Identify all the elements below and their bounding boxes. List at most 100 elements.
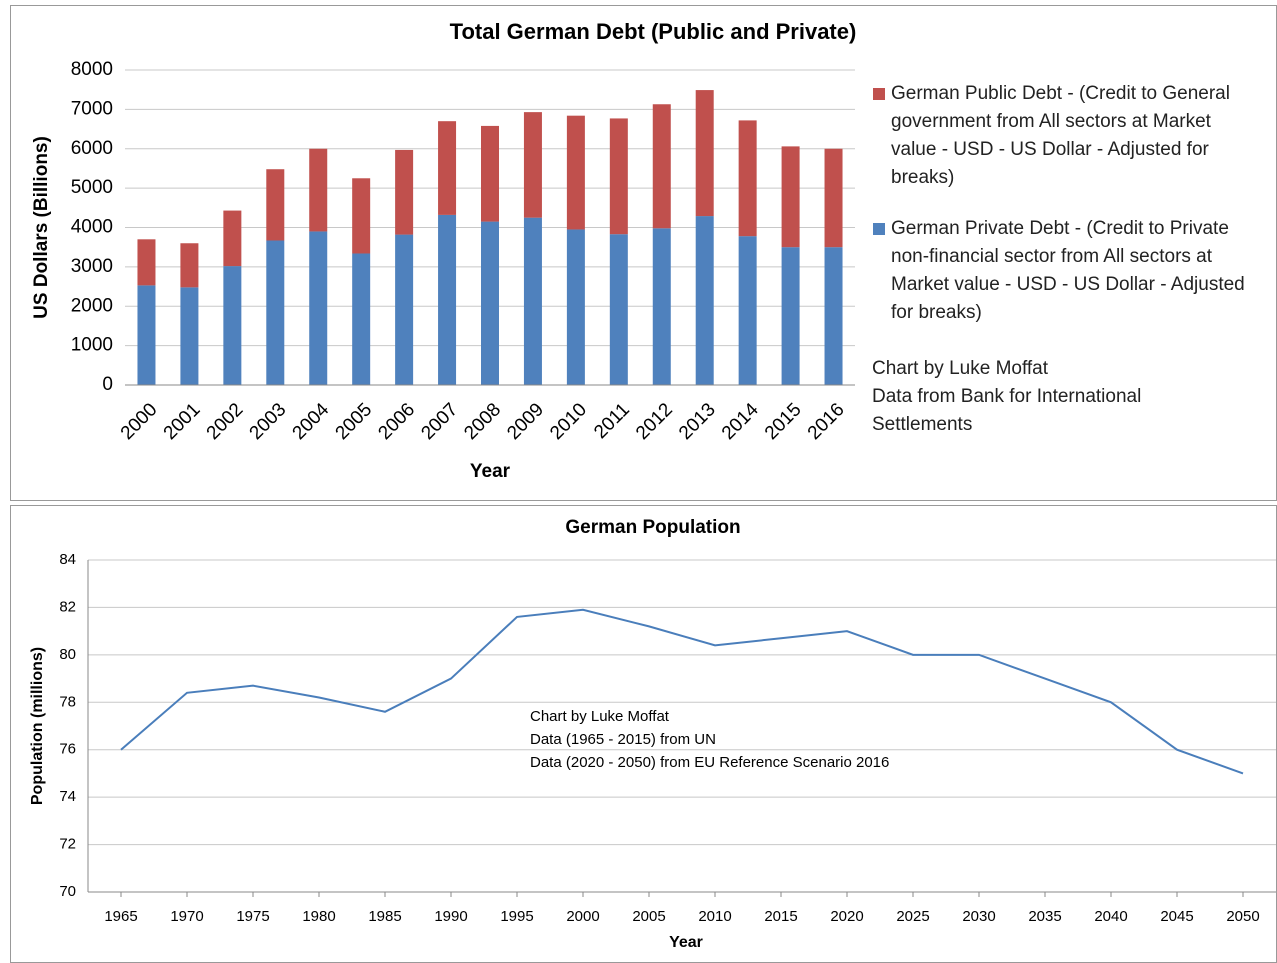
bar-segment bbox=[695, 216, 714, 385]
y-tick-label: 8000 bbox=[71, 59, 113, 80]
annotation: Chart by Luke Moffat bbox=[872, 358, 1049, 379]
x-tick-label: 2010 bbox=[546, 399, 591, 444]
x-tick-label: 2030 bbox=[962, 908, 995, 925]
y-tick-label: 80 bbox=[59, 646, 76, 663]
bar-segment bbox=[695, 90, 714, 217]
x-tick-label: 1975 bbox=[236, 908, 269, 925]
annotation: Data (1965 - 2015) from UN bbox=[530, 731, 716, 748]
bar-segment bbox=[781, 247, 800, 385]
bar-segment bbox=[352, 253, 371, 385]
x-tick-label: 1980 bbox=[302, 908, 335, 925]
x-tick-label: 2006 bbox=[374, 399, 419, 444]
x-tick-label: 2025 bbox=[896, 908, 929, 925]
bar-segment bbox=[137, 285, 156, 385]
x-tick-label: 2004 bbox=[289, 399, 334, 444]
x-tick-label: 2002 bbox=[203, 399, 248, 444]
y-tick-label: 78 bbox=[59, 693, 76, 710]
bar-segment bbox=[223, 210, 242, 267]
x-tick-label: 2045 bbox=[1160, 908, 1193, 925]
y-axis-title: Population (millions) bbox=[29, 647, 46, 805]
x-tick-label: 2003 bbox=[246, 399, 291, 444]
x-tick-label: 2009 bbox=[503, 399, 548, 444]
bar-segment bbox=[438, 214, 457, 385]
y-tick-label: 76 bbox=[59, 741, 76, 758]
x-tick-label: 2012 bbox=[632, 399, 677, 444]
bar-segment bbox=[566, 229, 585, 385]
x-axis-title: Year bbox=[470, 461, 511, 482]
y-tick-label: 3000 bbox=[71, 256, 113, 277]
x-tick-label: 2010 bbox=[698, 908, 731, 925]
x-tick-label: 1970 bbox=[170, 908, 203, 925]
bar-segment bbox=[309, 148, 328, 232]
bar-segment bbox=[523, 217, 542, 385]
bar-segment bbox=[180, 243, 199, 288]
bar-segment bbox=[481, 221, 499, 385]
x-tick-label: 2035 bbox=[1028, 908, 1061, 925]
x-axis-title: Year bbox=[669, 934, 703, 951]
legend-swatch bbox=[873, 88, 885, 100]
y-tick-label: 74 bbox=[59, 788, 76, 805]
chart-title: German Population bbox=[565, 517, 740, 538]
x-tick-label: 2007 bbox=[417, 399, 462, 444]
bar-segment bbox=[395, 149, 414, 235]
x-tick-label: 2014 bbox=[718, 399, 763, 444]
x-tick-label: 2020 bbox=[830, 908, 863, 925]
bar-segment bbox=[652, 228, 671, 385]
bar-segment bbox=[180, 287, 199, 385]
y-tick-label: 82 bbox=[59, 598, 76, 615]
bar-segment bbox=[609, 118, 628, 235]
y-tick-label: 4000 bbox=[71, 217, 113, 238]
bar-segment bbox=[824, 148, 843, 248]
x-tick-label: 1995 bbox=[500, 908, 533, 925]
legend-label: German Private Debt - (Credit to Private… bbox=[891, 218, 1245, 323]
annotation: Chart by Luke Moffat bbox=[530, 708, 669, 725]
y-axis-title: US Dollars (Billions) bbox=[31, 136, 52, 319]
x-tick-label: 2000 bbox=[566, 908, 599, 925]
x-tick-label: 2013 bbox=[675, 399, 720, 444]
x-tick-label: 2005 bbox=[632, 908, 665, 925]
bar-segment bbox=[609, 234, 628, 385]
bar-segment bbox=[223, 266, 242, 385]
bar-segment bbox=[566, 115, 585, 230]
annotation: Data from Bank for International Settlem… bbox=[872, 386, 1142, 435]
x-tick-label: 2008 bbox=[460, 399, 505, 444]
y-tick-label: 6000 bbox=[71, 138, 113, 159]
bar-segment bbox=[781, 146, 800, 248]
bar-segment bbox=[523, 112, 542, 218]
bar-segment bbox=[824, 247, 843, 385]
annotation: Data (2020 - 2050) from EU Reference Sce… bbox=[530, 754, 890, 771]
x-tick-label: 1965 bbox=[104, 908, 137, 925]
bar-segment bbox=[266, 240, 285, 385]
bar-segment bbox=[481, 125, 499, 222]
bar-segment bbox=[652, 104, 671, 229]
x-tick-label: 2005 bbox=[332, 399, 377, 444]
y-tick-label: 1000 bbox=[71, 335, 113, 356]
bar-segment bbox=[309, 231, 328, 385]
bar-segment bbox=[438, 121, 457, 215]
bar-segment bbox=[266, 169, 285, 241]
x-tick-label: 2015 bbox=[761, 399, 806, 444]
y-tick-label: 7000 bbox=[71, 98, 113, 119]
chart-title: Total German Debt (Public and Private) bbox=[450, 19, 857, 44]
x-tick-label: 2015 bbox=[764, 908, 797, 925]
x-tick-label: 2000 bbox=[117, 399, 162, 444]
line bbox=[120, 608, 1244, 775]
x-tick-label: 1990 bbox=[434, 908, 467, 925]
y-tick-label: 70 bbox=[59, 883, 76, 900]
bar-segment bbox=[352, 178, 371, 254]
bar-segment bbox=[137, 239, 156, 286]
legend-label: German Public Debt - (Credit to General … bbox=[891, 83, 1230, 188]
y-tick-label: 2000 bbox=[71, 295, 113, 316]
x-tick-label: 2016 bbox=[804, 399, 849, 444]
bar-segment bbox=[738, 236, 757, 385]
y-tick-label: 5000 bbox=[71, 177, 113, 198]
x-tick-label: 2040 bbox=[1094, 908, 1127, 925]
x-tick-label: 2011 bbox=[590, 399, 634, 443]
y-tick-label: 0 bbox=[102, 374, 113, 395]
x-tick-label: 2050 bbox=[1226, 908, 1259, 925]
y-tick-label: 84 bbox=[59, 551, 76, 568]
y-tick-label: 72 bbox=[59, 836, 76, 853]
x-tick-label: 1985 bbox=[368, 908, 401, 925]
